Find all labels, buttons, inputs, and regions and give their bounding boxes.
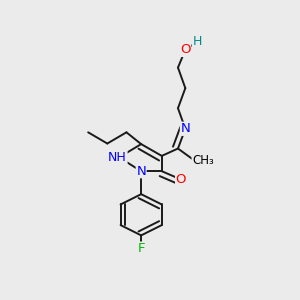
Text: O: O <box>180 44 190 56</box>
Text: NH: NH <box>108 151 127 164</box>
Text: H: H <box>192 35 202 48</box>
Text: O: O <box>176 173 186 186</box>
Text: N: N <box>136 165 146 178</box>
Text: F: F <box>137 242 145 255</box>
Text: CH₃: CH₃ <box>192 154 214 167</box>
Text: N: N <box>181 122 190 135</box>
